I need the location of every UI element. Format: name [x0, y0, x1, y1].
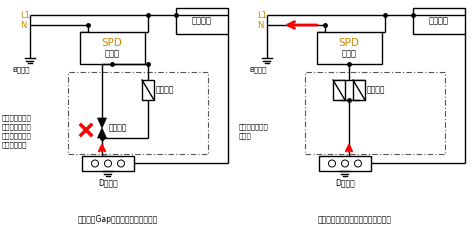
Bar — [176, 8, 228, 34]
Bar — [80, 32, 145, 64]
Circle shape — [104, 160, 111, 167]
Circle shape — [328, 160, 336, 167]
Text: N: N — [257, 21, 264, 30]
Text: SPD: SPD — [101, 38, 122, 48]
Bar — [353, 80, 365, 100]
Text: 分離器: 分離器 — [104, 49, 119, 58]
Text: B種接地: B種接地 — [249, 67, 266, 73]
Text: D種接地: D種接地 — [98, 178, 118, 188]
Text: 対地間にバリスタが接続される構成: 対地間にバリスタが接続される構成 — [318, 216, 392, 225]
Text: バリスタ: バリスタ — [156, 86, 174, 95]
Circle shape — [91, 160, 99, 167]
Text: 侵入できない: 侵入できない — [2, 142, 27, 148]
Bar — [142, 80, 154, 100]
Bar — [333, 80, 345, 100]
Polygon shape — [98, 118, 107, 128]
Bar — [305, 72, 445, 154]
Text: L1: L1 — [257, 10, 267, 20]
Bar — [82, 156, 134, 171]
Bar — [413, 8, 465, 34]
Text: 分離器: 分離器 — [341, 49, 356, 58]
Circle shape — [355, 160, 362, 167]
Text: B種接地: B種接地 — [12, 67, 29, 73]
Text: 対地間にGap素子が接続される構成: 対地間にGap素子が接続される構成 — [78, 216, 158, 225]
Text: バリスタ: バリスタ — [367, 86, 385, 95]
Text: 接地線から侵入: 接地線から侵入 — [239, 124, 269, 130]
Text: ギャップが動作: ギャップが動作 — [2, 115, 32, 121]
Text: 電気設備: 電気設備 — [192, 17, 212, 25]
Bar — [317, 32, 382, 64]
Circle shape — [341, 160, 348, 167]
Text: N: N — [20, 21, 27, 30]
Circle shape — [118, 160, 125, 167]
Text: 圧にならないと: 圧にならないと — [2, 133, 32, 139]
Text: し易い: し易い — [239, 133, 252, 139]
Text: L1: L1 — [20, 10, 30, 20]
Text: SPD: SPD — [338, 38, 359, 48]
Text: 電気設備: 電気設備 — [429, 17, 449, 25]
Polygon shape — [98, 128, 107, 138]
Bar — [68, 72, 208, 154]
Text: ギャップ: ギャップ — [109, 123, 128, 133]
Bar — [319, 156, 371, 171]
Text: するほどの高電: するほどの高電 — [2, 124, 32, 130]
Text: D種接地: D種接地 — [335, 178, 355, 188]
